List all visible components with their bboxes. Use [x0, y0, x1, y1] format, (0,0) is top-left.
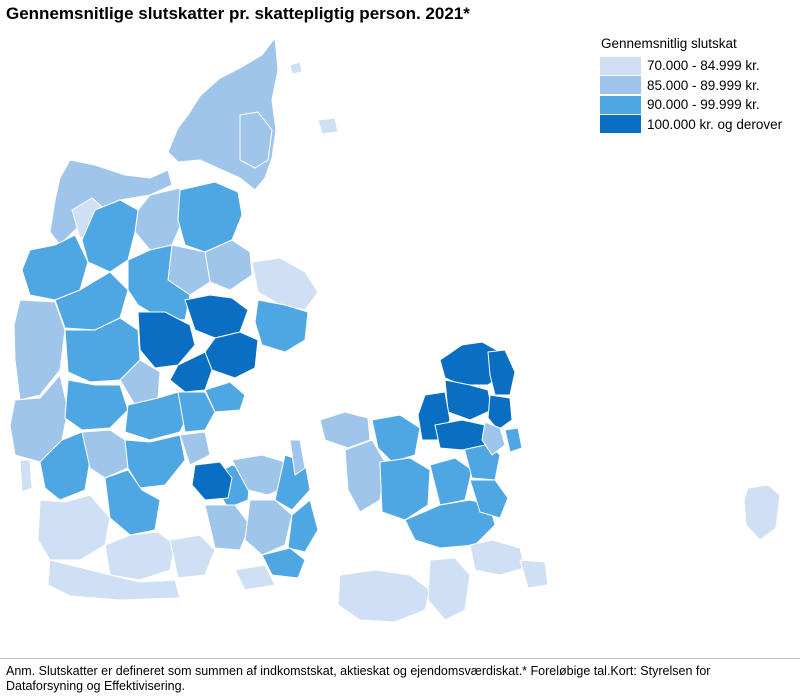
region-syddjurs: [254, 299, 309, 353]
region-norddjurs: [251, 257, 319, 311]
legend-label: 70.000 - 84.999 kr.: [647, 58, 760, 74]
legend-swatch: [600, 76, 641, 95]
region-odsherred: [319, 411, 371, 449]
region-billund: [64, 379, 129, 431]
region-haderslev: [104, 469, 161, 536]
legend-swatch: [600, 95, 641, 114]
region-south-strip: [47, 559, 181, 601]
region-samso: [289, 439, 306, 476]
region-anholt: [317, 117, 339, 135]
legend-title: Gennemsnitlig slutskat: [601, 36, 737, 51]
region-fano: [19, 459, 33, 493]
region-kobenhavn: [481, 421, 506, 456]
region-vendsyssel: [167, 37, 279, 191]
region-bornholm: [743, 484, 781, 541]
legend-label: 100.000 kr. og derover: [647, 116, 783, 132]
region-rudersdal: [487, 394, 513, 431]
legend: Gennemsnitlig slutskat 70.000 - 84.999 k…: [600, 36, 782, 134]
region-roskilde: [434, 419, 486, 451]
region-lolland: [337, 569, 431, 623]
footer-divider: [0, 658, 800, 659]
legend-swatch: [600, 115, 641, 134]
region-ikast: [119, 359, 161, 406]
region-ringsted: [429, 457, 473, 506]
legend-label: 90.000 - 99.999 kr.: [647, 97, 760, 113]
region-sonderborg: [169, 534, 216, 579]
region-helsingor: [487, 349, 516, 396]
region-stevns: [469, 479, 509, 519]
region-dragor: [504, 427, 523, 453]
region-slagelse: [379, 457, 431, 521]
region-esbjerg: [39, 431, 91, 501]
legend-item: 100.000 kr. og derover: [600, 115, 782, 135]
legend-item: 90.000 - 99.999 kr.: [600, 95, 782, 115]
region-holbaek: [371, 414, 421, 463]
region-holstebro: [54, 271, 129, 331]
region-assens: [204, 504, 251, 551]
footnote: Anm. Slutskatter er defineret som summen…: [6, 664, 711, 693]
region-hillerod: [444, 379, 493, 421]
region-aarhus: [204, 331, 259, 379]
legend-swatch: [600, 56, 641, 75]
region-kalundborg: [344, 439, 386, 513]
region-fredericia: [179, 431, 211, 466]
region-vordingborg: [469, 539, 526, 576]
denmark-municipality-map: [9, 37, 781, 623]
region-naestved: [404, 499, 496, 549]
region-vejen: [81, 429, 129, 479]
region-svendborg: [261, 547, 306, 579]
region-favrskov: [184, 294, 249, 339]
region-laeso: [289, 61, 303, 75]
legend-item: 85.000 - 89.999 kr.: [600, 76, 782, 96]
region-vesthimmerland: [134, 187, 186, 251]
region-horsens: [177, 391, 216, 433]
region-ringkobing: [13, 299, 66, 401]
region-guldborgsund: [427, 557, 471, 621]
map-title: Gennemsnitlige slutskatter pr. skattepli…: [6, 4, 470, 23]
region-frederikshavn: [239, 111, 273, 169]
region-mon: [519, 559, 549, 589]
legend-label: 85.000 - 89.999 kr.: [647, 77, 760, 93]
region-kolding: [124, 434, 186, 489]
region-aabenraa: [104, 531, 176, 581]
region-nyborg: [287, 499, 319, 553]
region-silkeborg: [137, 311, 196, 369]
region-tonder: [37, 494, 111, 561]
region-faaborg: [244, 499, 293, 556]
region-odense: [191, 461, 233, 501]
region-aero: [234, 564, 276, 591]
legend-item: 70.000 - 84.999 kr.: [600, 56, 782, 76]
